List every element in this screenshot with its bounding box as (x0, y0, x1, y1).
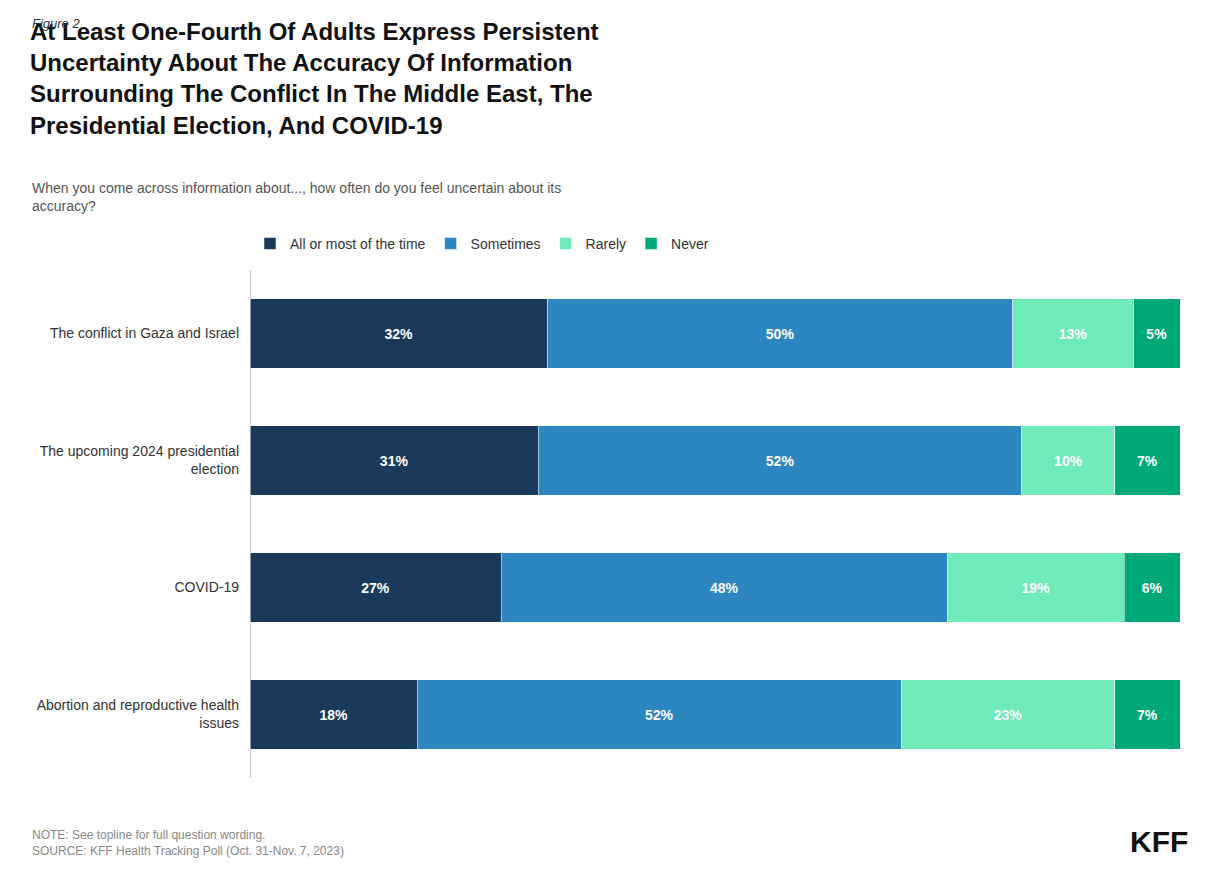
svg-text:13%: 13% (1059, 326, 1088, 342)
svg-text:The conflict in Gaza and Israe: The conflict in Gaza and Israel (50, 325, 239, 341)
svg-text:10%: 10% (1054, 453, 1083, 469)
svg-text:Sometimes: Sometimes (471, 236, 541, 252)
svg-text:All or most of the time: All or most of the time (290, 236, 426, 252)
svg-text:52%: 52% (645, 707, 674, 723)
svg-text:31%: 31% (380, 453, 409, 469)
svg-text:27%: 27% (361, 580, 390, 596)
svg-text:48%: 48% (710, 580, 739, 596)
svg-text:KFF: KFF (1130, 825, 1188, 858)
svg-text:At Least One-Fourth Of Adults: At Least One-Fourth Of Adults Express Pe… (30, 18, 599, 139)
svg-text:NOTE: See topline for full que: NOTE: See topline for full question word… (32, 828, 344, 858)
svg-text:18%: 18% (319, 707, 348, 723)
svg-text:COVID-19: COVID-19 (174, 579, 239, 595)
svg-text:50%: 50% (766, 326, 795, 342)
svg-text:5%: 5% (1146, 326, 1167, 342)
svg-text:23%: 23% (994, 707, 1023, 723)
svg-text:Never: Never (671, 236, 709, 252)
svg-text:Figure 2: Figure 2 (32, 16, 80, 31)
svg-text:6%: 6% (1142, 580, 1163, 596)
svg-text:7%: 7% (1137, 707, 1158, 723)
svg-text:19%: 19% (1022, 580, 1051, 596)
svg-text:When you come across informati: When you come across information about..… (32, 180, 561, 214)
svg-text:Abortion and reproductive heal: Abortion and reproductive healthissues (37, 697, 239, 731)
svg-text:Rarely: Rarely (586, 236, 626, 252)
svg-text:52%: 52% (766, 453, 795, 469)
svg-text:7%: 7% (1137, 453, 1158, 469)
svg-text:The upcoming 2024 presidential: The upcoming 2024 presidentialelection (40, 443, 239, 477)
svg-text:32%: 32% (385, 326, 414, 342)
